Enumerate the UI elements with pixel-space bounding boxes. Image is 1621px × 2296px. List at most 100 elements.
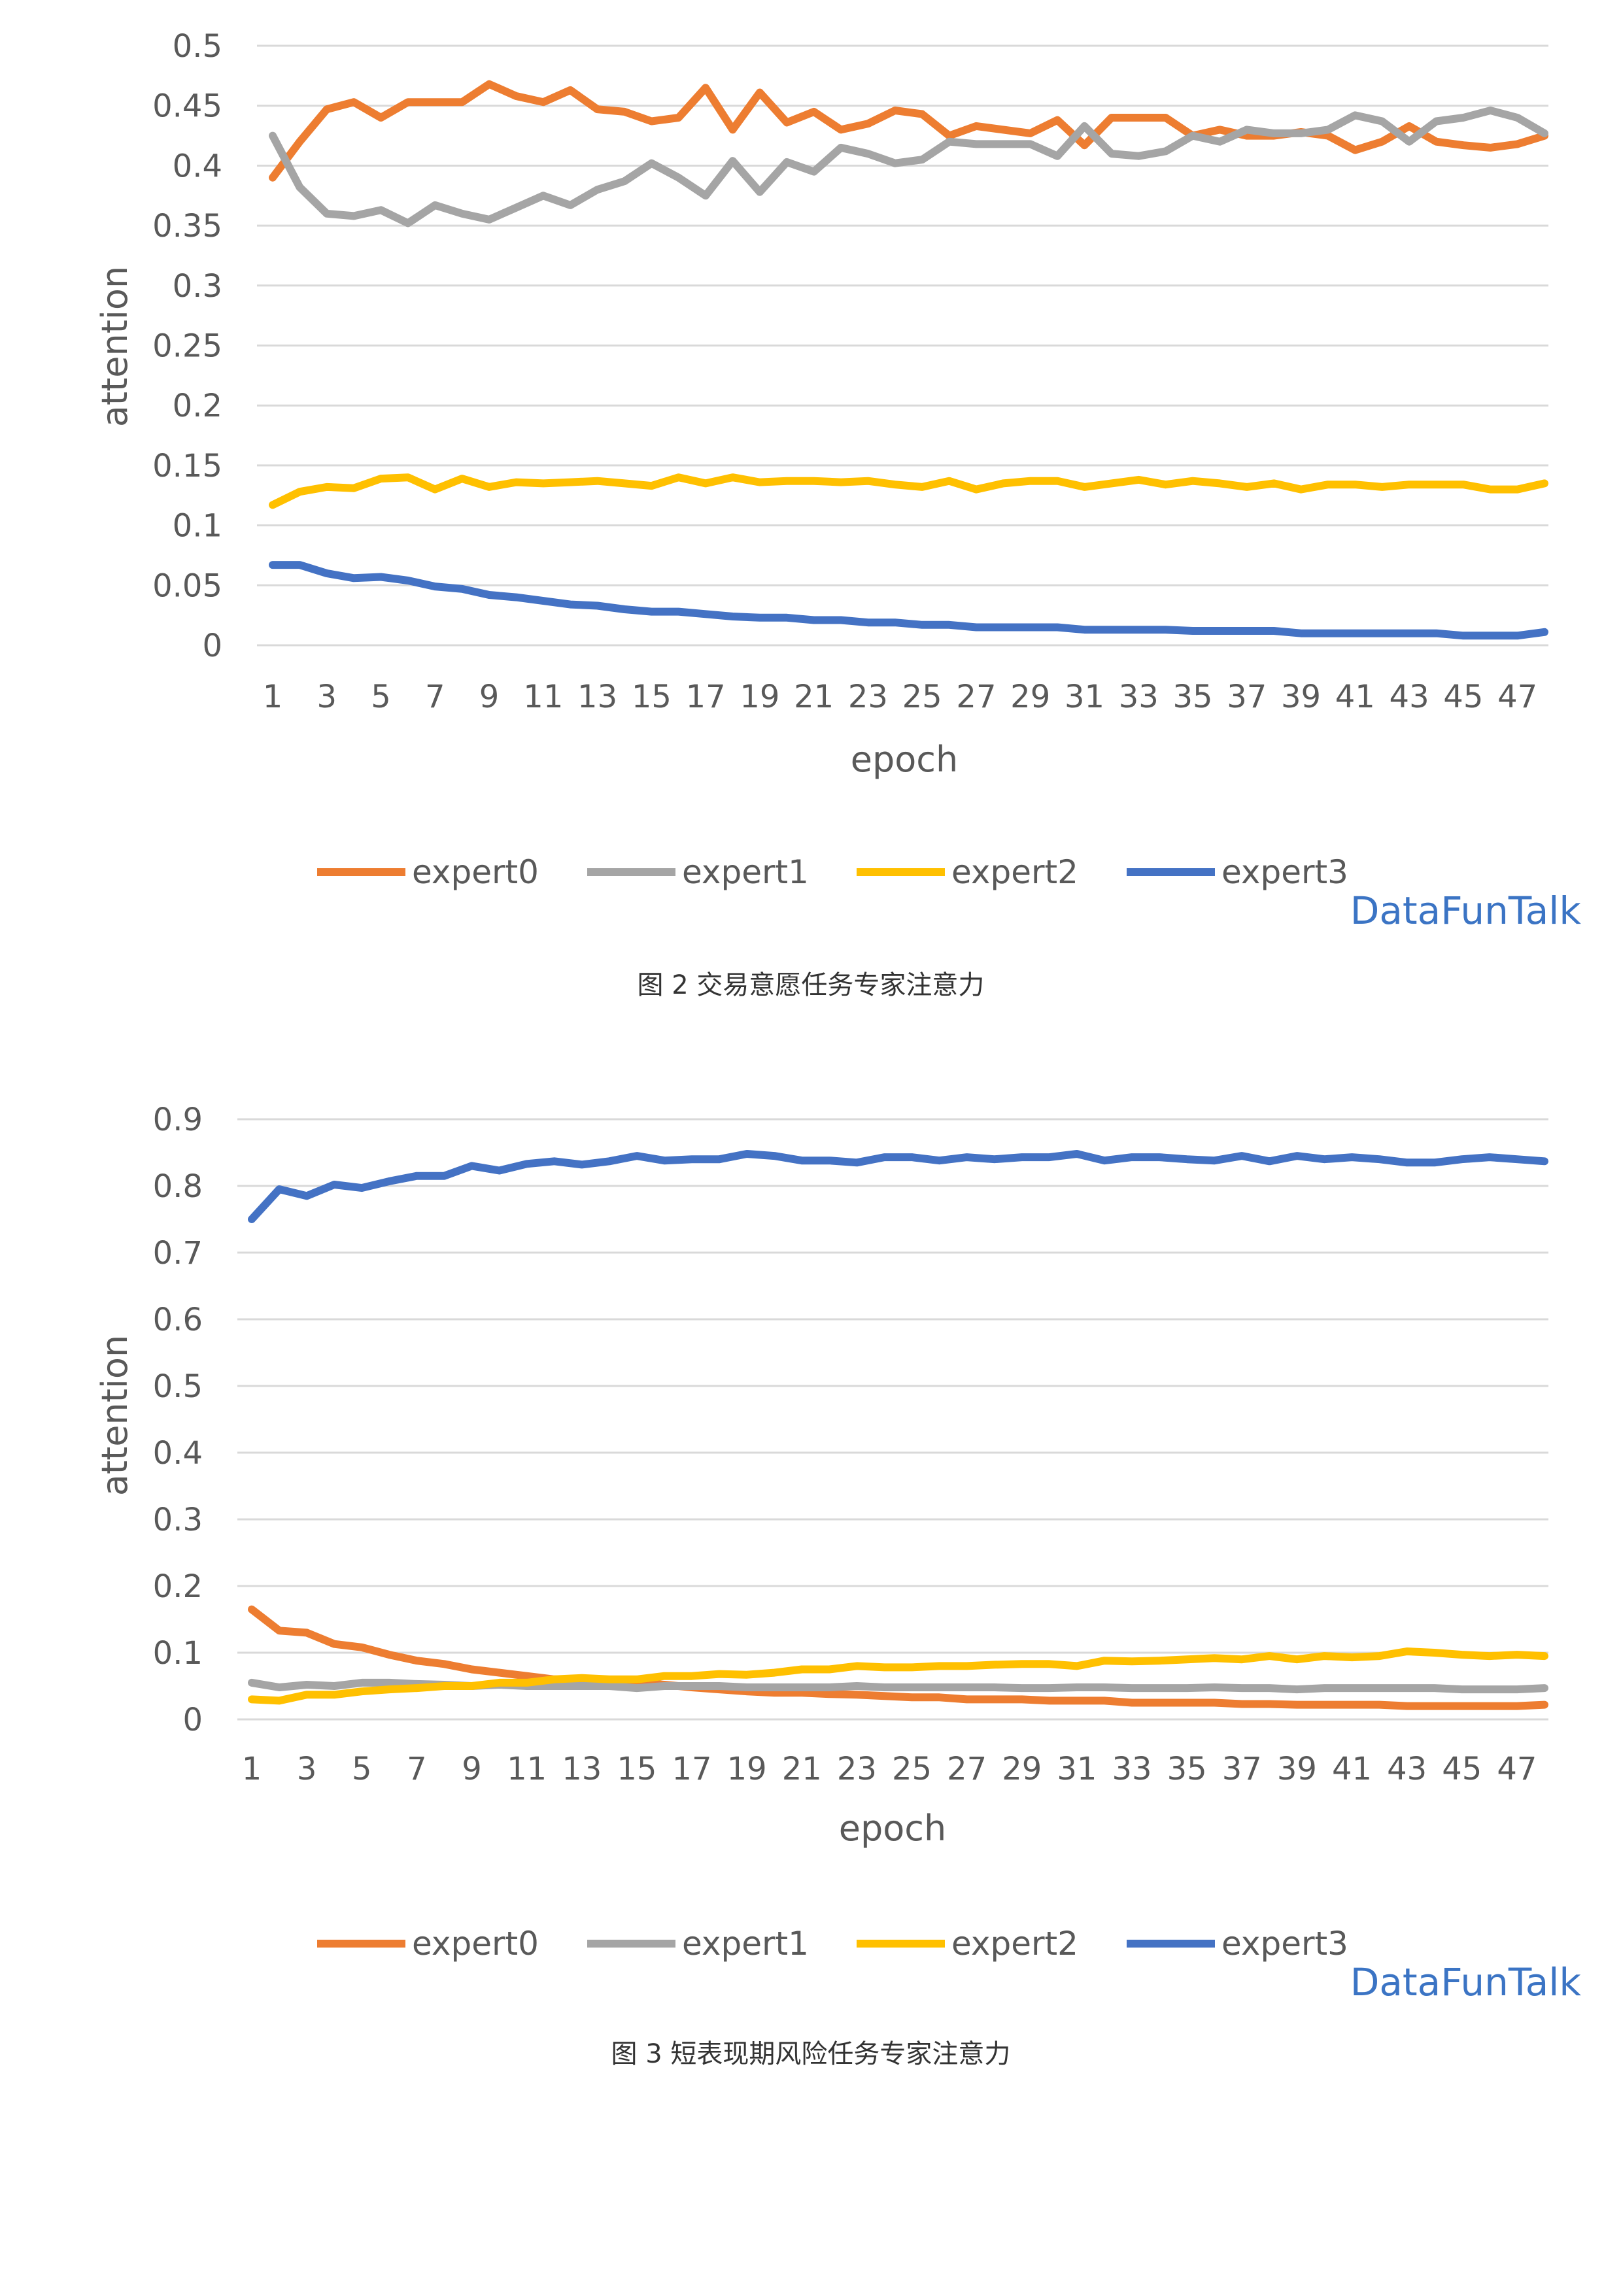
x-tick-label: 39	[1281, 679, 1321, 715]
x-tick-label: 41	[1335, 679, 1375, 715]
x-tick-label: 11	[507, 1751, 547, 1787]
y-tick-label: 0.1	[173, 508, 222, 545]
x-tick-label: 3	[316, 679, 337, 715]
x-tick-label: 25	[902, 679, 942, 715]
series-lines	[248, 1150, 1548, 1710]
x-tick-label: 5	[352, 1751, 372, 1787]
x-tick-label: 19	[727, 1751, 767, 1787]
x-tick-label: 31	[1065, 679, 1104, 715]
legend-label-expert1: expert1	[682, 853, 809, 891]
y-axis-title: attention	[94, 266, 135, 427]
y-tick-label: 0.25	[152, 328, 222, 365]
x-tick-label: 23	[848, 679, 888, 715]
x-tick-label: 45	[1443, 679, 1483, 715]
x-tick-label: 33	[1119, 679, 1159, 715]
x-tick-label: 17	[686, 679, 726, 715]
x-tick-label: 37	[1227, 679, 1267, 715]
x-tick-label: 47	[1497, 679, 1537, 715]
y-tick-label: 0	[202, 628, 222, 664]
x-tick-label: 29	[1010, 679, 1050, 715]
x-tick-label: 35	[1167, 1751, 1207, 1787]
y-tick-label: 0.35	[152, 208, 222, 245]
legend-label-expert0: expert0	[412, 853, 539, 891]
legend: expert0 expert1 expert2 expert3	[317, 853, 1348, 891]
y-tick-label: 0.5	[173, 28, 222, 65]
x-tick-label: 9	[479, 679, 500, 715]
x-tick-label: 41	[1332, 1751, 1372, 1787]
y-tick-label: 0.15	[152, 448, 222, 484]
x-tick-label: 1	[242, 1751, 262, 1787]
x-tick-label: 19	[740, 679, 779, 715]
x-tick-label: 9	[462, 1751, 482, 1787]
series-line-expert0	[248, 1605, 1548, 1710]
x-tick-labels: 1 3 5 7 9 11 13 15 17 19 21 23 25 27 29 31 33 35 37 39 41 43 4…	[263, 679, 1537, 715]
x-tick-label: 5	[371, 679, 391, 715]
x-tick-label: 7	[425, 679, 445, 715]
y-tick-label: 0.2	[153, 1568, 203, 1605]
x-tick-label: 1	[263, 679, 283, 715]
legend-label-expert1: expert1	[682, 1925, 809, 1963]
x-tick-label: 21	[794, 679, 834, 715]
legend-label-expert3: expert3	[1221, 853, 1348, 891]
x-tick-label: 13	[562, 1751, 602, 1787]
legend-label-expert3: expert3	[1221, 1925, 1348, 1963]
series-line-expert3	[269, 561, 1548, 640]
x-tick-label: 33	[1112, 1751, 1152, 1787]
y-tick-labels: 0 0.1 0.2 0.3 0.4 0.5 0.6 0.7 0.8 0.9	[153, 1102, 203, 1738]
y-tick-label: 0.1	[153, 1635, 203, 1672]
y-tick-label: 0.05	[152, 567, 222, 604]
x-tick-label: 47	[1497, 1751, 1537, 1787]
legend: expert0 expert1 expert2 expert3	[317, 1925, 1348, 1963]
figure-caption: 图 2 交易意愿任务专家注意力	[638, 970, 985, 1000]
x-tick-label: 31	[1057, 1751, 1097, 1787]
y-tick-label: 0.6	[153, 1302, 203, 1338]
x-tick-label: 13	[577, 679, 617, 715]
x-axis-title: epoch	[851, 739, 958, 780]
y-tick-label: 0.9	[153, 1102, 203, 1138]
x-tick-label: 21	[782, 1751, 822, 1787]
x-tick-label: 7	[407, 1751, 427, 1787]
x-tick-label: 43	[1390, 679, 1429, 715]
x-tick-label: 27	[947, 1751, 987, 1787]
series-line-expert3	[248, 1150, 1548, 1223]
series-line-expert2	[248, 1647, 1548, 1705]
y-tick-label: 0.45	[152, 88, 222, 125]
watermark: DataFunTalk	[1350, 1960, 1582, 2004]
x-tick-label: 3	[297, 1751, 317, 1787]
x-tick-label: 39	[1277, 1751, 1317, 1787]
legend-label-expert0: expert0	[412, 1925, 539, 1963]
x-tick-label: 27	[956, 679, 996, 715]
y-tick-label: 0	[182, 1702, 203, 1738]
chart-short-term-risk: 00.10.20.30.40.50.60.70.80.9 1 3 5 7 9 11 13 15…	[94, 1102, 1581, 2069]
x-axis-title: epoch	[839, 1808, 946, 1849]
legend-label-expert2: expert2	[951, 853, 1078, 891]
series-line-expert0	[269, 80, 1548, 182]
x-tick-label: 25	[892, 1751, 932, 1787]
y-tick-label: 0.2	[173, 388, 222, 424]
watermark: DataFunTalk	[1350, 888, 1582, 933]
x-tick-label: 11	[523, 679, 563, 715]
series-lines	[269, 80, 1548, 640]
x-tick-label: 45	[1442, 1751, 1482, 1787]
x-tick-label: 15	[632, 679, 672, 715]
x-tick-labels: 1 3 5 7 9 11 13 15 17 19 21 23 25 27 29 31 33 35 37 39 41 43 4…	[242, 1751, 1537, 1787]
gridlines	[257, 44, 1548, 647]
series-line-expert1	[269, 107, 1548, 228]
x-tick-label: 37	[1222, 1751, 1262, 1787]
legend-label-expert2: expert2	[951, 1925, 1078, 1963]
x-tick-label: 15	[617, 1751, 657, 1787]
y-tick-label: 0.3	[153, 1502, 203, 1538]
gridlines	[237, 1118, 1548, 1721]
x-tick-label: 23	[837, 1751, 877, 1787]
x-tick-label: 35	[1172, 679, 1212, 715]
figure-caption: 图 3 短表现期风险任务专家注意力	[611, 2039, 1011, 2069]
y-tick-label: 0.8	[153, 1168, 203, 1205]
x-tick-label: 43	[1387, 1751, 1427, 1787]
y-axis-title: attention	[94, 1335, 135, 1496]
y-tick-label: 0.7	[153, 1235, 203, 1272]
y-tick-label: 0.4	[153, 1435, 203, 1472]
y-tick-label: 0.4	[173, 148, 222, 184]
y-tick-label: 0.3	[173, 268, 222, 305]
